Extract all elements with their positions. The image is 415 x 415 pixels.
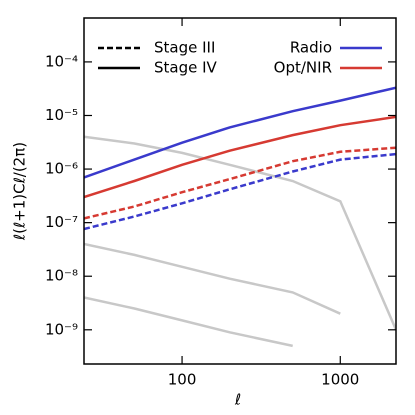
background-line (84, 242, 341, 315)
legend-label: Stage III (154, 39, 215, 57)
legend-label: Stage IV (154, 59, 218, 77)
x-axis-label: ℓ (234, 391, 241, 409)
x-tick-label: 100 (168, 371, 197, 389)
y-tick-label: 10⁻⁵ (45, 106, 78, 124)
legend-label: Opt/NIR (274, 59, 332, 77)
y-axis-label: ℓ(ℓ+1)Cℓ/(2π) (11, 142, 29, 241)
series-line (84, 86, 396, 179)
legend-label: Radio (290, 39, 332, 57)
plot-frame (83, 17, 397, 365)
y-tick-label: 10⁻⁹ (45, 320, 78, 338)
series-line (84, 152, 396, 231)
x-tick-label: 1000 (321, 371, 359, 389)
background-line (84, 296, 293, 348)
y-tick-label: 10⁻⁴ (45, 52, 78, 70)
y-tick-label: 10⁻⁸ (45, 267, 78, 285)
series-line (84, 146, 396, 220)
background-line (84, 135, 396, 331)
series-line (84, 115, 396, 199)
y-tick-label: 10⁻⁶ (45, 160, 78, 178)
y-tick-label: 10⁻⁷ (45, 213, 78, 231)
